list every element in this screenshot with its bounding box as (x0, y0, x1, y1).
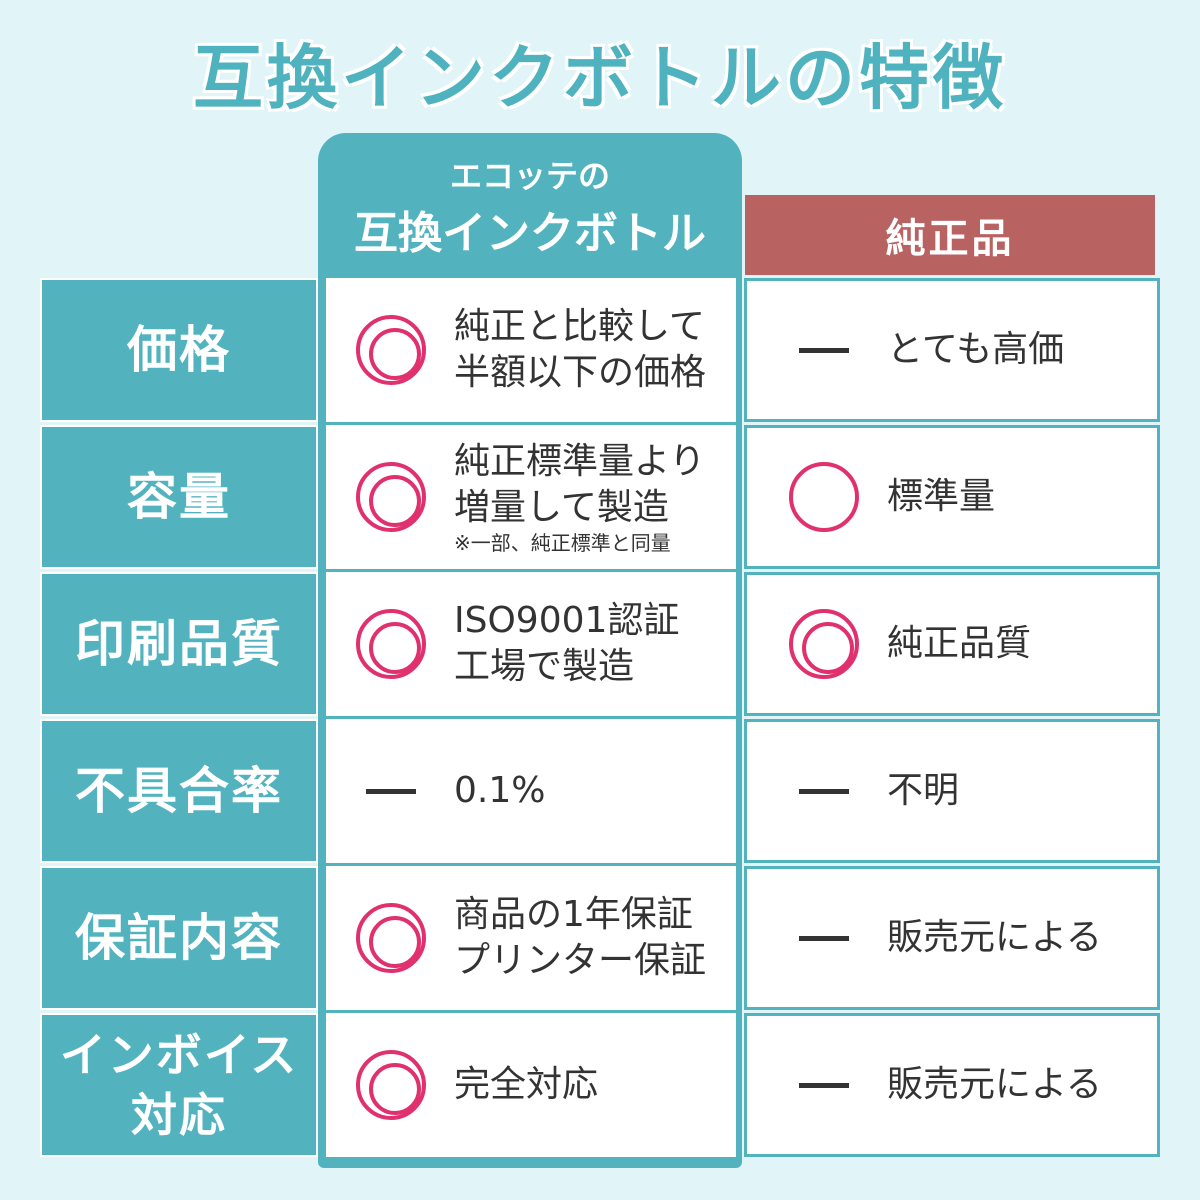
genuine-cell: 販売元による (744, 866, 1160, 1010)
compat-cell: 商品の1年保証 プリンター保証 (326, 866, 736, 1010)
compat-cell: 純正標準量より 増量して製造 ※一部、純正標準と同量 (326, 425, 736, 569)
dash-icon (789, 756, 859, 826)
genuine-cell: 純正品質 (744, 572, 1160, 716)
dash-icon (789, 1050, 859, 1120)
compat-text-line: ISO9001認証 (454, 600, 680, 641)
dash-icon (789, 903, 859, 973)
row-label: 保証内容 (40, 866, 318, 1010)
genuine-text: 不明 (887, 770, 960, 811)
compat-text-line: 0.1% (454, 770, 546, 811)
compat-note: ※一部、純正標準と同量 (454, 531, 671, 555)
genuine-text: 販売元による (887, 1064, 1102, 1105)
genuine-text: とても高価 (887, 329, 1065, 370)
double-circle-icon (356, 903, 426, 973)
compat-text-line: 純正標準量より (454, 441, 706, 482)
double-circle-icon (356, 1050, 426, 1120)
row-label: 印刷品質 (40, 572, 318, 716)
genuine-cell: 不明 (744, 719, 1160, 863)
table-row: 容量 純正標準量より 増量して製造 ※一部、純正標準と同量 標準量 (40, 425, 1160, 569)
genuine-cell: 標準量 (744, 425, 1160, 569)
dash-icon (789, 315, 859, 385)
double-circle-icon (789, 609, 859, 679)
compat-header-main: 互換インクボトル (354, 208, 706, 259)
compat-cell: 完全対応 (326, 1013, 736, 1157)
compat-text-line: 増量して製造 (454, 487, 669, 528)
row-label-line: インボイス (59, 1028, 299, 1082)
genuine-text: 純正品質 (887, 623, 1032, 664)
table-row: インボイス対応 完全対応 販売元による (40, 1013, 1160, 1157)
double-circle-icon (356, 609, 426, 679)
compat-text-line: 純正と比較して (454, 306, 705, 347)
double-circle-icon (356, 462, 426, 532)
genuine-cell: 販売元による (744, 1013, 1160, 1157)
compat-text-line: 完全対応 (454, 1064, 599, 1105)
compat-text-line: プリンター保証 (454, 940, 707, 981)
row-label: 容量 (40, 425, 318, 569)
genuine-text: 販売元による (887, 917, 1102, 958)
table-row: 不具合率 0.1% 不明 (40, 719, 1160, 863)
compat-text-line: 工場で製造 (454, 646, 635, 687)
circle-icon (789, 462, 859, 532)
compat-text-line: 半額以下の価格 (454, 352, 707, 393)
genuine-cell: とても高価 (744, 278, 1160, 422)
row-label-line: 対応 (131, 1088, 227, 1142)
genuine-text: 標準量 (887, 476, 996, 517)
table-row: 価格 純正と比較して 半額以下の価格 とても高価 (40, 278, 1160, 422)
row-label: インボイス 対応 (40, 1013, 318, 1157)
compat-text-line: 商品の1年保証 (454, 894, 693, 935)
row-label: 価格 (40, 278, 318, 422)
compat-cell: 純正と比較して 半額以下の価格 (326, 278, 736, 422)
compat-cell: ISO9001認証 工場で製造 (326, 572, 736, 716)
table-row: 印刷品質 ISO9001認証 工場で製造 純正品質 (40, 572, 1160, 716)
genuine-column-header: 純正品 (745, 195, 1155, 275)
compat-cell: 0.1% (326, 719, 736, 863)
dash-icon (356, 756, 426, 826)
compat-header-sub: エコッテの (449, 157, 610, 195)
table-row: 保証内容 商品の1年保証 プリンター保証 販売元による (40, 866, 1160, 1010)
page-title: 互換インクボトルの特徴 (193, 37, 1007, 119)
compat-column-header: エコッテの 互換インクボトル (318, 150, 742, 266)
double-circle-icon (356, 315, 426, 385)
row-label: 不具合率 (40, 719, 318, 863)
